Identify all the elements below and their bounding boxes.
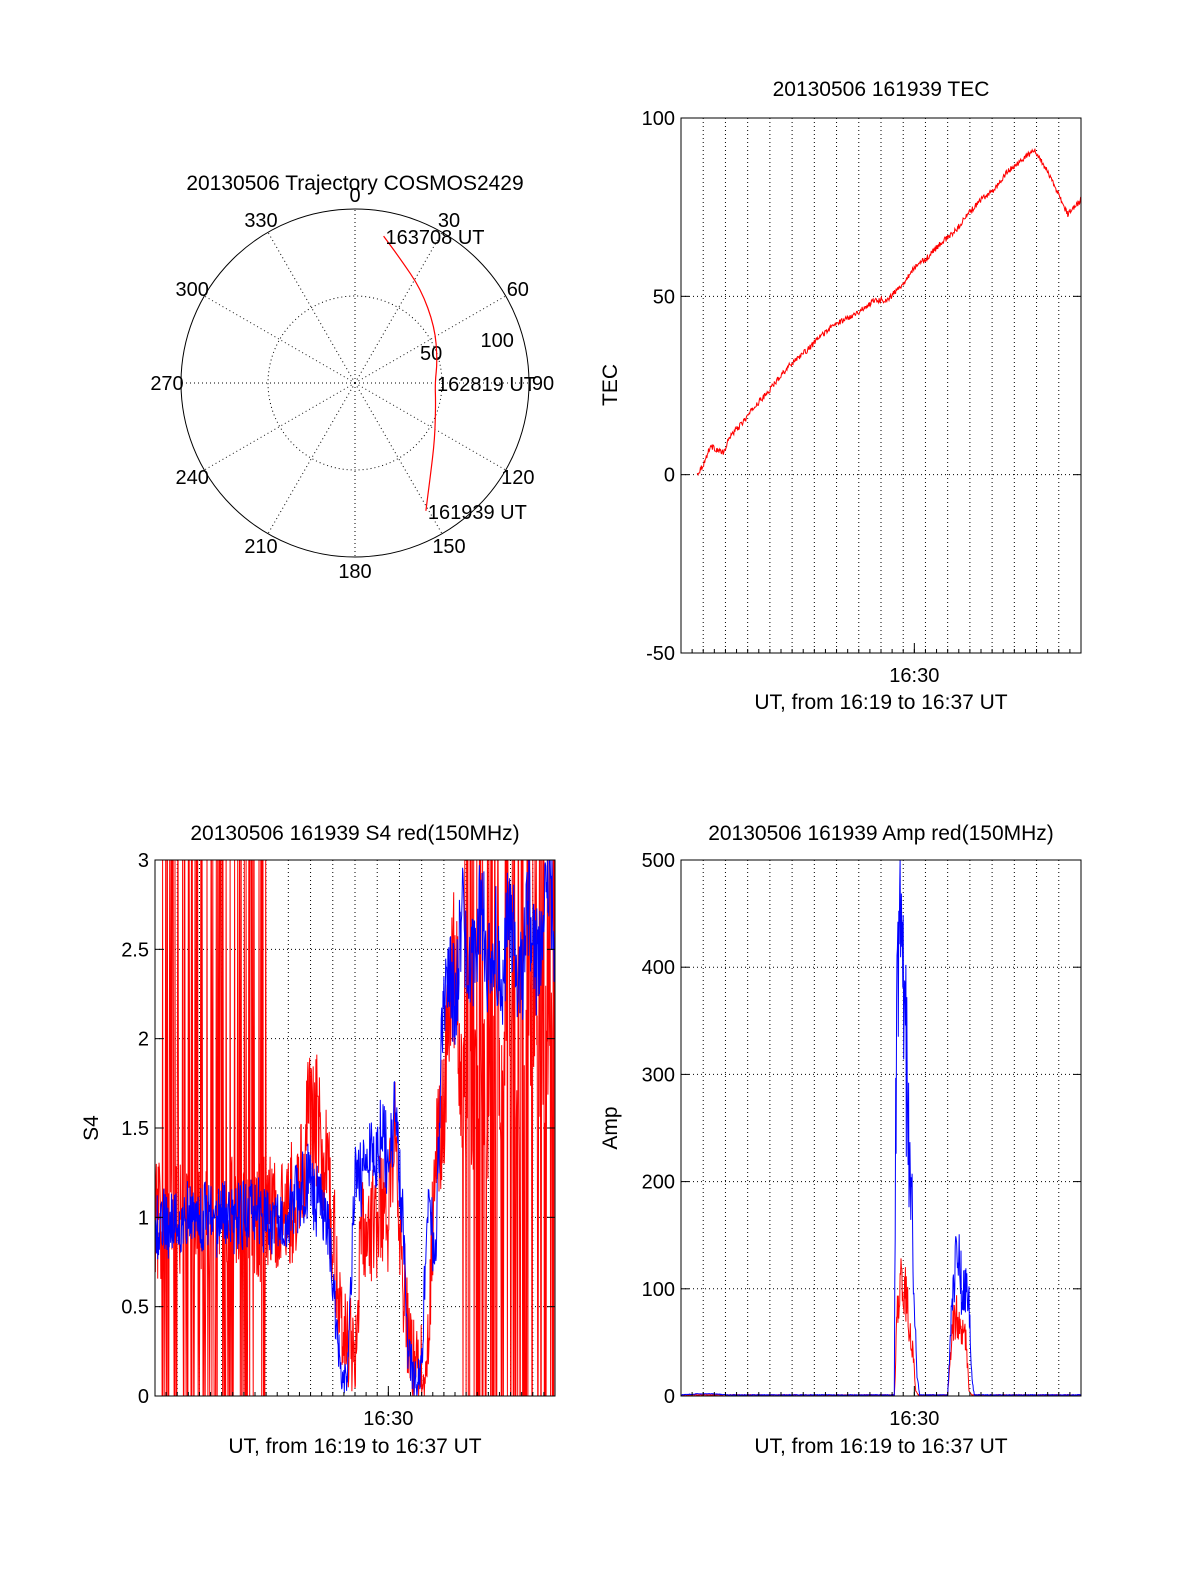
track-time-label: 163708 UT <box>386 227 485 249</box>
polar-spoke-120 <box>354 382 506 471</box>
amp-title: 20130506 161939 Amp red(150MHz) <box>708 822 1054 845</box>
tec-ticks: -50 0 50 100 16:30 <box>642 108 1082 687</box>
s4-ylabel: S4 <box>80 1115 103 1141</box>
trajectory-line <box>383 235 438 511</box>
track-time-label: 161939 UT <box>428 502 527 524</box>
s4-ticks: 0 0.5 1 1.5 2 2.5 3 16:30 <box>121 850 556 1430</box>
amp-ticks: 0 100 200 300 400 500 16:30 <box>642 850 1082 1430</box>
amp-ytick-label: 100 <box>642 1279 675 1301</box>
amp-ylabel: Amp <box>599 1106 622 1149</box>
polar-grid-circle-50 <box>267 295 443 471</box>
s4-ytick-label: 1 <box>138 1207 149 1229</box>
azimuth-label-150: 150 <box>432 536 465 558</box>
track-annotations: 163708 UT 162819 UT 161939 UT <box>386 227 536 524</box>
polar-spoke-240 <box>204 382 356 471</box>
satellite-track <box>383 235 438 511</box>
polar-grid <box>181 209 529 557</box>
polar-spoke-300 <box>204 295 356 384</box>
azimuth-label-330: 330 <box>244 210 277 232</box>
amp-ytick-label: 200 <box>642 1172 675 1194</box>
azimuth-label-60: 60 <box>507 279 529 301</box>
azimuth-label-0: 0 <box>349 185 360 207</box>
s4-chart: 20130506 161939 S4 red(150MHz) 0 0.5 1 1.5 2… <box>80 822 556 1458</box>
trajectory-polar-plot: 20130506 Trajectory COSMOS2429 0 30 60 90 12… <box>150 172 554 583</box>
trajectory-title: 20130506 Trajectory COSMOS2429 <box>186 172 523 195</box>
s4-series-blue <box>154 859 556 1397</box>
tec-ytick-label: 0 <box>664 465 675 487</box>
s4-ytick-label: 1.5 <box>121 1118 149 1140</box>
radial-label-50: 50 <box>420 343 442 365</box>
azimuth-label-30: 30 <box>438 210 460 232</box>
tec-series-red <box>696 148 1082 477</box>
azimuth-label-120: 120 <box>501 467 534 489</box>
polar-spoke-210 <box>267 382 356 534</box>
amp-xlabel: UT, from 16:19 to 16:37 UT <box>754 1435 1007 1458</box>
polar-spoke-330 <box>267 232 356 384</box>
amp-ytick-label: 0 <box>664 1386 675 1408</box>
tec-series <box>696 148 1082 477</box>
amp-ytick-label: 300 <box>642 1064 675 1086</box>
s4-xlabel: UT, from 16:19 to 16:37 UT <box>228 1435 481 1458</box>
amp-ytick-label: 400 <box>642 957 675 979</box>
tec-ytick-label: 50 <box>653 286 675 308</box>
polar-labels: 0 30 60 90 120 150 180 210 240 270 300 330 50 100 <box>150 185 554 583</box>
tec-ylabel: TEC <box>599 364 622 406</box>
azimuth-label-180: 180 <box>338 561 371 583</box>
azimuth-label-300: 300 <box>175 279 208 301</box>
s4-title: 20130506 161939 S4 red(150MHz) <box>190 822 519 845</box>
tec-ytick-label: -50 <box>646 643 675 665</box>
amp-ytick-label: 500 <box>642 850 675 872</box>
amp-grid <box>681 860 1082 1396</box>
amp-series-red <box>680 1258 1082 1397</box>
azimuth-label-210: 210 <box>244 536 277 558</box>
tec-chart: 20130506 161939 TEC -50 0 50 100 16:30 UT, f… <box>599 78 1082 714</box>
s4-ytick-label: 0.5 <box>121 1297 149 1319</box>
s4-xtick-label: 16:30 <box>363 1408 413 1430</box>
tec-xlabel: UT, from 16:19 to 16:37 UT <box>754 691 1007 714</box>
tec-ytick-label: 100 <box>642 108 675 130</box>
radial-label-100: 100 <box>481 330 514 352</box>
s4-ytick-label: 2.5 <box>121 939 149 961</box>
polar-spoke-150 <box>354 382 443 534</box>
tec-xtick-label: 16:30 <box>889 665 939 687</box>
tec-title: 20130506 161939 TEC <box>773 78 990 101</box>
s4-ytick-label: 0 <box>138 1386 149 1408</box>
polar-spoke-60 <box>354 295 506 384</box>
tec-grid <box>681 118 1082 653</box>
polar-spoke-30 <box>354 232 443 384</box>
polar-outer-ring <box>180 208 530 558</box>
track-time-label: 162819 UT <box>437 374 536 396</box>
s4-ytick-label: 2 <box>138 1029 149 1051</box>
azimuth-label-270: 270 <box>150 373 183 395</box>
azimuth-label-240: 240 <box>175 467 208 489</box>
amp-xtick-label: 16:30 <box>889 1408 939 1430</box>
azimuth-label-90: 90 <box>532 373 554 395</box>
s4-ytick-label: 3 <box>138 850 149 872</box>
amp-chart: 20130506 161939 Amp red(150MHz) 0 100 200 3… <box>599 822 1082 1458</box>
